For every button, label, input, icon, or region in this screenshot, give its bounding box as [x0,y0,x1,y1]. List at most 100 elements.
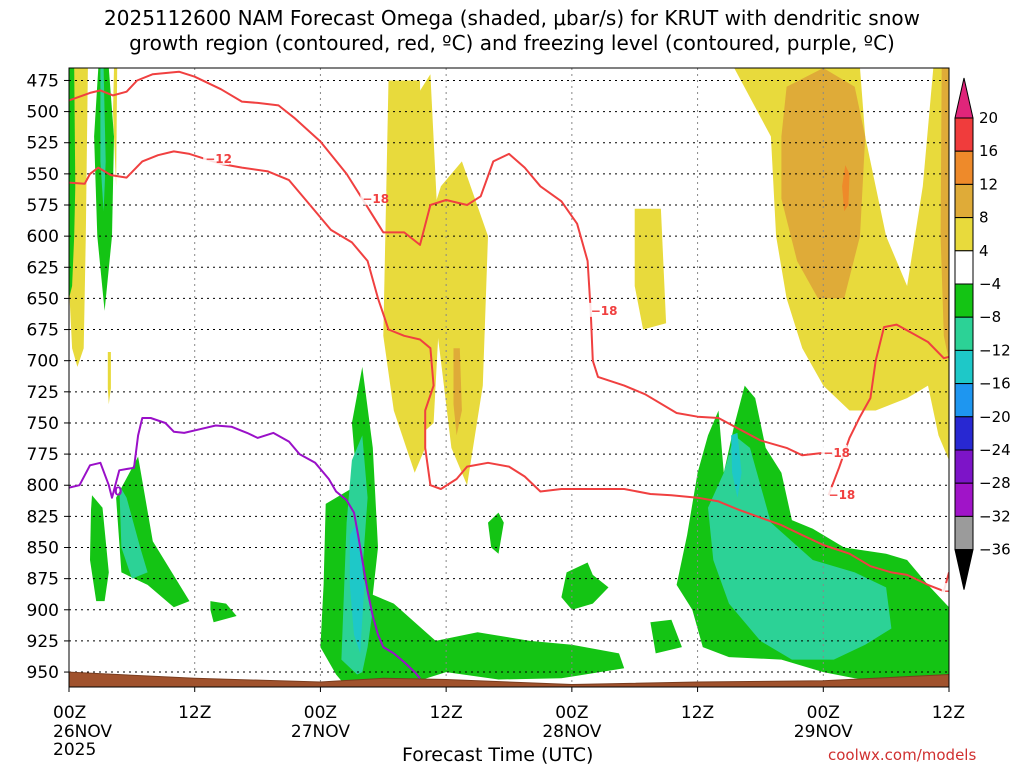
contour-label-bg-0 [360,190,387,205]
omega-region-9 [210,601,237,623]
colorbar-bin-7 [954,316,974,351]
y-tick-label-500: 500 [27,103,59,123]
y-tick-label-750: 750 [27,414,59,434]
contour-label-1: −18 [591,304,618,318]
colorbar-bin-3 [954,183,974,219]
x-tick-label-12: 12Z [178,703,211,723]
omega-region-12 [425,161,488,486]
colorbar-label-10: −24 [979,441,1011,459]
grid-lines [69,68,949,687]
y-tick-label-950: 950 [27,663,59,683]
colorbar-bin-4 [954,217,974,252]
colorbar-bin-13 [954,515,974,551]
freezing-level-label: 0 [114,485,122,499]
contour-label-bg-3 [203,150,230,165]
y-tick-label-600: 600 [27,227,59,247]
colorbar-bin-0 [954,77,974,119]
colorbar-label-12: −32 [979,507,1011,525]
contour-label-bg-5 [826,487,853,502]
colorbar-label-8: −16 [979,375,1011,393]
omega-region-26 [708,435,892,660]
dendritic-contour-0 [69,70,824,457]
chart-title-line-1: 2025112600 NAM Forecast Omega (shaded, μ… [104,6,920,30]
x-tick-label-36: 12Z [430,703,463,723]
contour-label-2: −18 [823,446,850,460]
x-tick-date-24: 27NOV [291,722,350,742]
omega-region-5 [107,352,111,405]
axes: 475 500 525 550 575 600 625 650 675 700 725 750 775 8… [27,67,965,760]
contour-label-0: −18 [362,192,389,206]
y-tick-label-725: 725 [27,383,59,403]
colorbar-bin-1 [954,117,974,152]
colorbar-label-2: 12 [979,175,998,193]
contour-label-3: −12 [205,152,232,166]
dendritic-contour-1 [69,150,949,593]
y-tick-label-575: 575 [27,196,59,216]
colorbar-bin-12 [954,482,974,517]
colorbar: 20 16 12 8 4 −4 −8 −12 −16 −20 −24 −28 −32 −36 [954,77,1011,590]
omega-region-6 [90,495,109,602]
x-tick-label-48: 00Z [555,703,588,723]
x-tick-date-72: 29NOV [794,722,853,742]
omega-region-24 [650,619,682,654]
y-tick-label-650: 650 [27,289,59,309]
omega-region-18 [940,68,949,361]
colorbar-label-0: 20 [979,109,998,127]
x-tick-date-0: 26NOV [53,722,112,742]
y-tick-label-700: 700 [27,352,59,372]
terrain-ground [69,671,949,687]
contour-label-bg-1 [588,302,615,317]
contour-label-bg-2 [821,444,848,459]
x-tick-year-0: 2025 [53,740,96,760]
omega-shading [69,68,949,687]
x-tick-label-0: 00Z [53,703,86,723]
y-tick-label-925: 925 [27,632,59,652]
x-tick-label-72: 00Z [807,703,840,723]
omega-region-14 [634,208,667,330]
x-tick-label-24: 00Z [304,703,337,723]
contour-label-4: −12 [944,584,971,598]
plot-frame [68,67,950,688]
colorbar-bin-11 [954,449,974,484]
omega-region-13 [453,348,462,436]
contour-label-bg-4 [941,583,949,598]
colorbar-bin-6 [954,283,974,318]
y-tick-label-625: 625 [27,258,59,278]
y-tick-label-675: 675 [27,321,59,341]
colorbar-label-9: −20 [979,408,1011,426]
x-tick-label-60: 12Z [681,703,714,723]
chart-title: 2025112600 NAM Forecast Omega (shaded, μ… [0,6,1024,56]
x-axis-title: Forecast Time (UTC) [402,744,594,766]
dendritic-contour-2 [827,323,949,496]
colorbar-bin-5 [954,250,974,285]
y-tick-label-825: 825 [27,507,59,527]
colorbar-label-13: −36 [979,541,1011,559]
y-tick-label-475: 475 [27,71,59,91]
omega-region-27 [731,432,742,498]
y-tick-label-525: 525 [27,134,59,154]
colorbar-label-7: −12 [979,341,1011,359]
colorbar-bin-10 [954,416,974,451]
contour-lines: −18 −18 −18 −12 −12 −18 0 [69,70,971,679]
omega-region-3 [100,68,106,212]
x-tick-date-48: 28NOV [542,722,601,742]
colorbar-bin-9 [954,383,974,418]
colorbar-bin-8 [954,349,974,385]
x-tick-label-84: 12Z [932,703,965,723]
source-credit: coolwx.com/models [828,746,977,764]
y-tick-label-875: 875 [27,570,59,590]
chart-title-line-2: growth region (contoured, red, ºC) and f… [129,31,895,55]
contour-label-5: −18 [829,488,856,502]
omega-region-8 [119,485,148,579]
colorbar-label-6: −8 [979,308,1001,326]
terrain-fill [69,671,949,687]
freezing-level-contour [69,417,421,679]
omega-region-17 [842,165,850,212]
y-tick-label-850: 850 [27,539,59,559]
omega-region-23 [561,562,609,610]
colorbar-bin-2 [954,150,974,185]
colorbar-label-4: 4 [979,242,989,260]
y-tick-label-550: 550 [27,165,59,185]
omega-region-4 [113,68,118,187]
colorbar-label-3: 8 [979,209,989,227]
